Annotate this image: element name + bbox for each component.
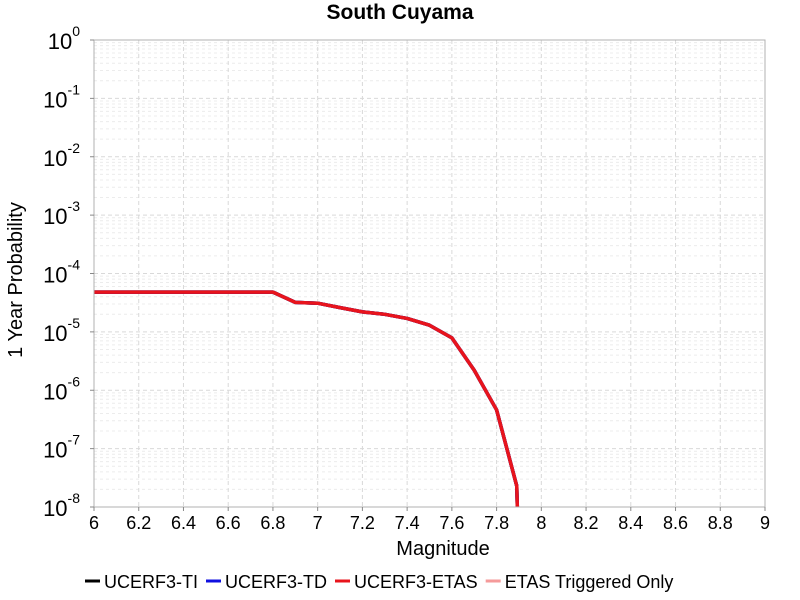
y-tick-exponent: -7 — [68, 432, 81, 448]
x-tick-label: 7 — [313, 513, 323, 533]
y-tick-base: 10 — [48, 29, 72, 54]
x-tick-label: 8.6 — [663, 513, 688, 533]
grid — [93, 39, 766, 508]
y-tick-label: 10-6 — [43, 373, 80, 404]
x-tick-label: 6.4 — [171, 513, 196, 533]
plot-lines — [94, 290, 520, 507]
x-tick-label: 6.8 — [260, 513, 285, 533]
x-tick-label: 8 — [536, 513, 546, 533]
y-tick-label: 10-5 — [43, 315, 80, 346]
legend-label: UCERF3-TI — [104, 572, 198, 592]
y-tick-exponent: -2 — [68, 140, 81, 156]
y-tick-label: 10-4 — [43, 257, 80, 288]
y-tick-label: 10-1 — [43, 81, 80, 112]
y-tick-base: 10 — [43, 87, 67, 112]
y-tick-base: 10 — [43, 496, 67, 521]
y-tick-exponent: -4 — [68, 257, 81, 273]
y-tick-base: 10 — [43, 204, 67, 229]
x-tick-label: 7.6 — [439, 513, 464, 533]
y-tick-exponent: -6 — [68, 373, 81, 389]
x-tick-label: 8.8 — [708, 513, 733, 533]
x-tick-label: 8.4 — [618, 513, 643, 533]
y-tick-exponent: 0 — [72, 23, 80, 39]
y-tick-exponent: -5 — [68, 315, 81, 331]
chart-title: South Cuyama — [326, 1, 473, 24]
y-tick-label: 10-7 — [43, 432, 80, 463]
y-tick-exponent: -8 — [68, 490, 81, 506]
y-axis-label: 1 Year Probability — [5, 202, 27, 358]
legend-label: UCERF3-TD — [225, 572, 327, 592]
x-tick-label: 9 — [760, 513, 770, 533]
x-tick-label: 8.2 — [574, 513, 599, 533]
y-tick-base: 10 — [43, 321, 67, 346]
x-tick-label: 6.6 — [216, 513, 241, 533]
x-tick-label: 7.2 — [350, 513, 375, 533]
legend-label: ETAS Triggered Only — [505, 572, 674, 592]
y-tick-exponent: -3 — [68, 198, 81, 214]
y-tick-exponent: -1 — [68, 81, 81, 97]
y-tick-base: 10 — [43, 379, 67, 404]
y-tick-base: 10 — [43, 263, 67, 288]
x-tick-label: 6 — [89, 513, 99, 533]
x-tick-label: 6.2 — [126, 513, 151, 533]
y-tick-label: 10-8 — [43, 490, 80, 521]
legend: UCERF3-TI UCERF3-TD UCERF3-ETAS ETAS Trigge… — [85, 572, 673, 592]
y-tick-label: 10-2 — [43, 140, 80, 171]
x-axis-label: Magnitude — [396, 538, 489, 560]
legend-label: UCERF3-ETAS — [354, 572, 478, 592]
x-tick-label: 7.4 — [395, 513, 420, 533]
y-tick-label: 10-3 — [43, 198, 80, 229]
y-tick-base: 10 — [43, 146, 67, 171]
x-tick-label: 7.8 — [484, 513, 509, 533]
y-tick-base: 10 — [43, 438, 67, 463]
y-tick-label: 100 — [48, 23, 80, 54]
series-line — [94, 290, 520, 507]
